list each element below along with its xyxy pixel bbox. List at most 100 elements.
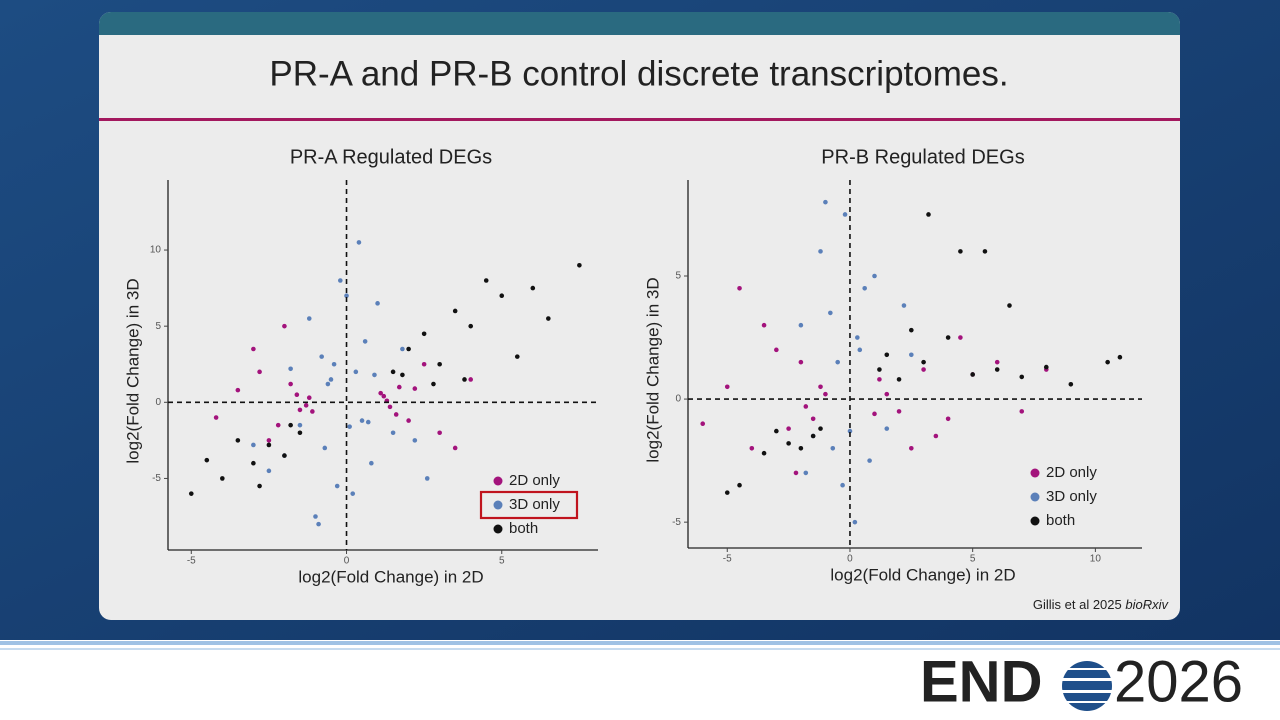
title-rule	[99, 118, 1180, 121]
data-point	[356, 240, 362, 245]
x-tick-label: -5	[187, 556, 196, 567]
content-panel	[99, 12, 1180, 620]
data-point	[288, 422, 293, 428]
data-point	[872, 411, 877, 417]
data-point	[994, 367, 1000, 372]
data-point	[958, 335, 963, 340]
data-point	[362, 339, 368, 344]
data-point	[288, 366, 293, 372]
data-point	[724, 490, 730, 495]
data-point	[338, 278, 343, 283]
data-point	[220, 476, 225, 481]
data-point	[372, 372, 377, 378]
data-point	[390, 369, 396, 375]
data-point	[1068, 382, 1074, 387]
data-point	[798, 446, 804, 451]
data-point	[282, 453, 287, 458]
data-point	[412, 438, 418, 443]
data-point	[530, 285, 536, 291]
data-point	[867, 458, 872, 463]
data-point	[468, 323, 474, 329]
data-point	[353, 369, 359, 375]
logo-globe	[1060, 661, 1114, 711]
data-point	[421, 331, 427, 337]
legend-highlight-box	[479, 490, 579, 520]
data-point	[546, 316, 551, 321]
data-point	[810, 416, 816, 422]
data-point	[359, 418, 365, 423]
data-point	[400, 372, 405, 378]
data-point	[857, 347, 863, 353]
data-point	[803, 404, 809, 409]
data-point	[319, 354, 324, 359]
data-point	[251, 442, 256, 448]
data-point	[855, 335, 860, 340]
data-point	[818, 249, 823, 254]
slide-title: PR-A and PR-B control discrete transcrip…	[269, 54, 1008, 93]
data-point	[483, 278, 489, 283]
data-point	[700, 421, 706, 426]
data-point	[921, 367, 926, 372]
x-tick-label: 0	[847, 554, 853, 565]
y-tick-label: 5	[675, 271, 681, 282]
data-point	[872, 273, 877, 279]
footer-stripe	[0, 641, 1280, 645]
data-point	[257, 369, 262, 375]
data-point	[365, 419, 371, 425]
data-point	[369, 460, 374, 466]
data-point	[909, 446, 914, 451]
data-point	[818, 384, 823, 390]
data-point	[297, 422, 303, 428]
data-point	[909, 352, 914, 358]
data-point	[724, 384, 730, 390]
data-point	[896, 377, 902, 382]
data-point	[835, 359, 840, 365]
x-axis-label: log2(Fold Change) in 2D	[830, 565, 1015, 584]
data-point	[577, 262, 582, 268]
data-point	[798, 322, 804, 328]
data-point	[828, 310, 833, 316]
data-point	[266, 438, 272, 443]
data-point	[847, 428, 853, 434]
data-point	[390, 430, 396, 436]
data-point	[251, 460, 256, 466]
data-point	[266, 468, 272, 474]
y-tick-label: 0	[155, 397, 161, 408]
legend-marker	[1030, 516, 1040, 526]
data-point	[994, 359, 1000, 365]
legend-label: 2D only	[1046, 464, 1097, 481]
data-point	[310, 409, 315, 414]
y-axis-label: log2(Fold Change) in 3D	[123, 278, 142, 463]
data-point	[378, 390, 383, 396]
data-point	[303, 403, 309, 408]
legend-marker	[493, 476, 503, 486]
data-point	[328, 377, 334, 382]
x-tick-label: 10	[1090, 554, 1102, 565]
data-point	[381, 393, 387, 399]
y-tick-label: -5	[152, 473, 161, 484]
data-point	[1105, 359, 1110, 365]
data-point	[406, 418, 411, 423]
legend-label: 3D only	[1046, 488, 1097, 505]
citation: Gillis et al 2025 bioRxiv	[1033, 597, 1170, 612]
x-tick-label: 0	[344, 556, 350, 567]
data-point	[1019, 374, 1025, 380]
data-point	[945, 416, 951, 422]
data-point	[437, 430, 442, 436]
footer-stripe	[0, 648, 1280, 650]
panel-header-bar	[99, 12, 1180, 35]
data-point	[896, 409, 902, 414]
data-point	[306, 395, 312, 401]
data-point	[818, 426, 823, 431]
data-point	[803, 470, 809, 476]
data-point	[235, 438, 241, 443]
data-point	[933, 433, 939, 439]
y-axis-label: log2(Fold Change) in 3D	[643, 277, 662, 462]
legend-label: both	[509, 520, 538, 537]
data-point	[213, 415, 219, 420]
logo: END 2026	[920, 649, 1243, 714]
data-point	[749, 446, 755, 451]
data-point	[786, 426, 791, 431]
legend-label: 3D only	[509, 496, 560, 513]
